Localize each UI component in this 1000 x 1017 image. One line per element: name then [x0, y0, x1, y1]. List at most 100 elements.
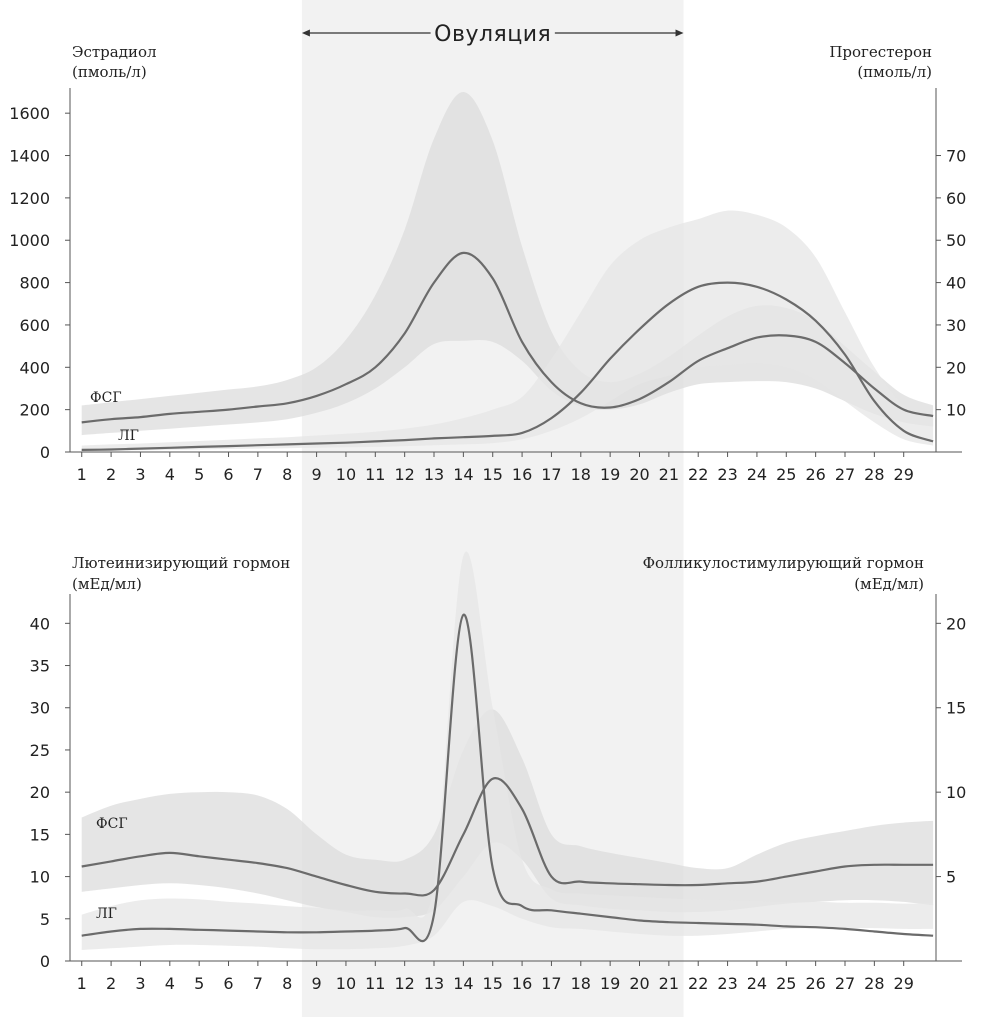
top-x-tick-label: 1: [77, 465, 87, 484]
bot-x-tick-label: 21: [659, 974, 679, 993]
top-x-tick-label: 12: [394, 465, 414, 484]
top-left-tick-label: 200: [19, 401, 50, 420]
bot-right-tick-label: 20: [946, 614, 966, 633]
top-x-tick-label: 22: [688, 465, 708, 484]
top-right-tick-label: 70: [946, 147, 966, 166]
bot-x-tick-label: 4: [165, 974, 175, 993]
bot-x-tick-label: 28: [864, 974, 884, 993]
bot-x-tick-label: 13: [424, 974, 444, 993]
top-right-axis-title-line2: (пмоль/л): [857, 63, 932, 81]
top-left-tick-label: 1400: [9, 147, 50, 166]
top-x-tick-label: 18: [571, 465, 591, 484]
top-x-tick-label: 13: [424, 465, 444, 484]
top-fsh-label: ФСГ: [90, 390, 122, 406]
top-x-tick-label: 7: [253, 465, 263, 484]
estradiol-progesterone-chart: 1 2 3 4 5 6 7 8 9 10 11 12 13 14 15 16 17 18 19 20 21 22 23 24 2…: [9, 43, 966, 484]
bot-x-tick-label: 8: [282, 974, 292, 993]
top-left-tick-label: 1200: [9, 189, 50, 208]
bot-line-1: [81, 613, 934, 943]
ovulation-arrowhead-right: [675, 29, 684, 37]
bot-left-tick-label: 0: [40, 952, 50, 971]
top-left-tick-label: 0: [40, 443, 50, 462]
bot-x-tick-label: 20: [629, 974, 649, 993]
bot-x-tick-label: 18: [571, 974, 591, 993]
top-left-tick-label: 800: [19, 274, 50, 293]
bot-band-1: [81, 551, 934, 950]
bot-x-tick-label: 12: [394, 974, 414, 993]
top-x-tick-label: 6: [223, 465, 233, 484]
top-x-tick-label: 27: [835, 465, 855, 484]
bot-x-tick-label: 22: [688, 974, 708, 993]
ovulation-title: Овуляция: [434, 22, 551, 47]
bottom-left-axis-unit: (мЕд/мл): [72, 575, 142, 593]
top-x-tick-label: 8: [282, 465, 292, 484]
top-x-tick-label: 11: [365, 465, 385, 484]
bot-x-tick-label: 3: [135, 974, 145, 993]
top-x-tick-label: 9: [311, 465, 321, 484]
bottom-left-axis-title: Лютеинизирующий гормон: [72, 554, 290, 572]
ovulation-header: Овуляция: [301, 19, 684, 47]
top-right-tick-label: 50: [946, 231, 966, 250]
bot-x-tick-label: 10: [336, 974, 356, 993]
bot-x-tick-label: 16: [512, 974, 532, 993]
bot-line-0: [81, 777, 934, 897]
top-left-tick-label: 600: [19, 316, 50, 335]
bot-left-tick-label: 5: [40, 910, 50, 929]
bot-x-tick-label: 2: [106, 974, 116, 993]
top-x-tick-label: 4: [165, 465, 175, 484]
bot-left-tick-label: 10: [30, 868, 50, 887]
top-x-tick-label: 23: [717, 465, 737, 484]
top-right-axis-title-line1: Прогестерон: [829, 43, 932, 61]
bot-x-tick-label: 17: [541, 974, 561, 993]
top-x-tick-label: 5: [194, 465, 204, 484]
top-left-axis-title-line1: Эстрадиол: [72, 43, 157, 61]
top-x-tick-label: 14: [453, 465, 473, 484]
bot-right-tick-label: 10: [946, 783, 966, 802]
bot-x-tick-label: 6: [223, 974, 233, 993]
lh-fsh-chart: 1 2 3 4 5 6 7 8 9 10 11 12 13 14 15 16 17 18 19 20 21 22 23 24 2…: [30, 551, 966, 993]
top-right-tick-label: 60: [946, 189, 966, 208]
top-right-tick-label: 30: [946, 316, 966, 335]
bot-x-tick-label: 26: [805, 974, 825, 993]
bot-left-tick-label: 40: [30, 614, 50, 633]
bottom-right-axis-title: Фолликулостимулирующий гормон: [643, 554, 924, 572]
top-x-tick-label: 16: [512, 465, 532, 484]
ovulation-arrowhead-left: [301, 29, 310, 37]
top-x-tick-label: 29: [894, 465, 914, 484]
top-x-tick-label: 2: [106, 465, 116, 484]
top-line-0: [81, 251, 934, 424]
top-right-tick-label: 10: [946, 401, 966, 420]
top-x-tick-label: 19: [600, 465, 620, 484]
bot-right-tick-label: 5: [946, 868, 956, 887]
bot-x-tick-label: 29: [894, 974, 914, 993]
bot-left-tick-label: 35: [30, 657, 50, 676]
top-x-tick-label: 17: [541, 465, 561, 484]
bot-x-tick-label: 23: [717, 974, 737, 993]
bot-x-tick-label: 19: [600, 974, 620, 993]
bot-x-tick-label: 24: [747, 974, 767, 993]
top-lh-label: ЛГ: [118, 428, 139, 444]
top-right-tick-label: 20: [946, 358, 966, 377]
bottom-lh-label: ЛГ: [96, 906, 117, 922]
top-x-tick-label: 24: [747, 465, 767, 484]
bot-x-tick-label: 9: [311, 974, 321, 993]
top-x-tick-label: 10: [336, 465, 356, 484]
top-x-tick-label: 15: [483, 465, 503, 484]
top-x-tick-label: 26: [805, 465, 825, 484]
top-x-tick-label: 21: [659, 465, 679, 484]
top-line-1: [81, 281, 934, 451]
top-left-tick-label: 1000: [9, 231, 50, 250]
bot-right-tick-label: 15: [946, 699, 966, 718]
bot-x-tick-label: 11: [365, 974, 385, 993]
bot-left-tick-label: 15: [30, 825, 50, 844]
top-left-tick-label: 1600: [9, 104, 50, 123]
top-band-1: [81, 210, 934, 452]
top-x-tick-label: 20: [629, 465, 649, 484]
top-left-axis-title-line2: (пмоль/л): [72, 63, 147, 81]
top-right-tick-label: 40: [946, 274, 966, 293]
bot-x-tick-label: 14: [453, 974, 473, 993]
bottom-fsh-label: ФСГ: [96, 816, 128, 832]
bot-x-tick-label: 7: [253, 974, 263, 993]
bot-x-tick-label: 15: [483, 974, 503, 993]
